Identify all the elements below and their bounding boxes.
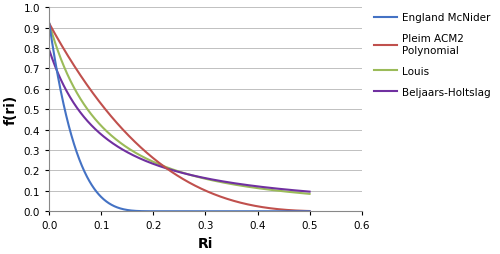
Legend: England McNider, Pleim ACM2
Polynomial, Louis, Beljaars-Holtslag: England McNider, Pleim ACM2 Polynomial, …	[370, 9, 495, 102]
X-axis label: Ri: Ri	[198, 236, 213, 250]
Y-axis label: f(ri): f(ri)	[4, 95, 18, 125]
